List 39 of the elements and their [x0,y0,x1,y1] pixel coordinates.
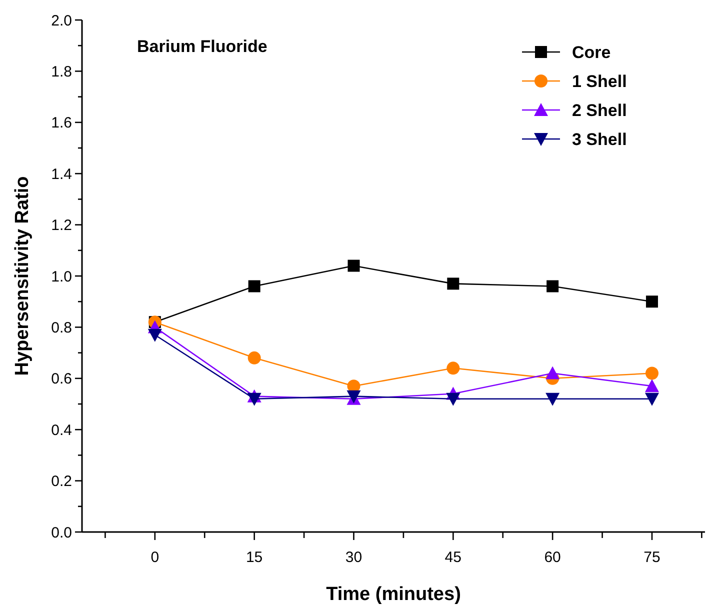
y-tick-label: 2.0 [51,12,72,30]
text: Barium Fluoride [137,37,268,56]
point [446,362,460,375]
legend-label: 1 Shell [572,72,627,91]
y-tick-label: 0.4 [51,422,72,439]
y-tick-label: 1.8 [51,63,72,80]
point [247,392,262,406]
point [644,379,659,392]
legend-label: Core [572,42,611,62]
point [546,392,560,406]
point [546,366,560,380]
y-tick-label: 1.6 [51,114,72,132]
point [348,260,360,272]
point [248,351,261,364]
y-tick-label: 1.0 [51,268,72,286]
y-tick-label: 0.8 [51,319,72,336]
legend-label: 2 Shell [572,100,627,120]
x-tick-label: 15 [246,549,263,566]
point [248,280,260,292]
x-tick-label: 0 [150,549,160,566]
point [447,278,460,290]
point [546,280,559,292]
point [646,296,658,308]
point [645,366,658,380]
x-tick-label: 75 [644,549,660,566]
x-tick-label: 45 [444,549,462,566]
x-axis-title: Time (minutes) [326,584,461,605]
y-tick-label: 1.4 [51,166,72,183]
point [446,392,460,406]
y-tick-label: 0.6 [51,370,72,388]
y-tick-label: 0.0 [51,524,72,542]
y-tick-label: 0.2 [51,473,72,490]
point [644,392,659,406]
legend-label: 3 Shell [572,130,627,149]
y-tick-label: 1.2 [51,217,72,234]
x-tick-label: 30 [345,549,362,566]
x-tick-label: 60 [544,549,561,566]
y-axis-title: Hypersensitivity Ratio [12,176,33,376]
point [148,328,162,342]
